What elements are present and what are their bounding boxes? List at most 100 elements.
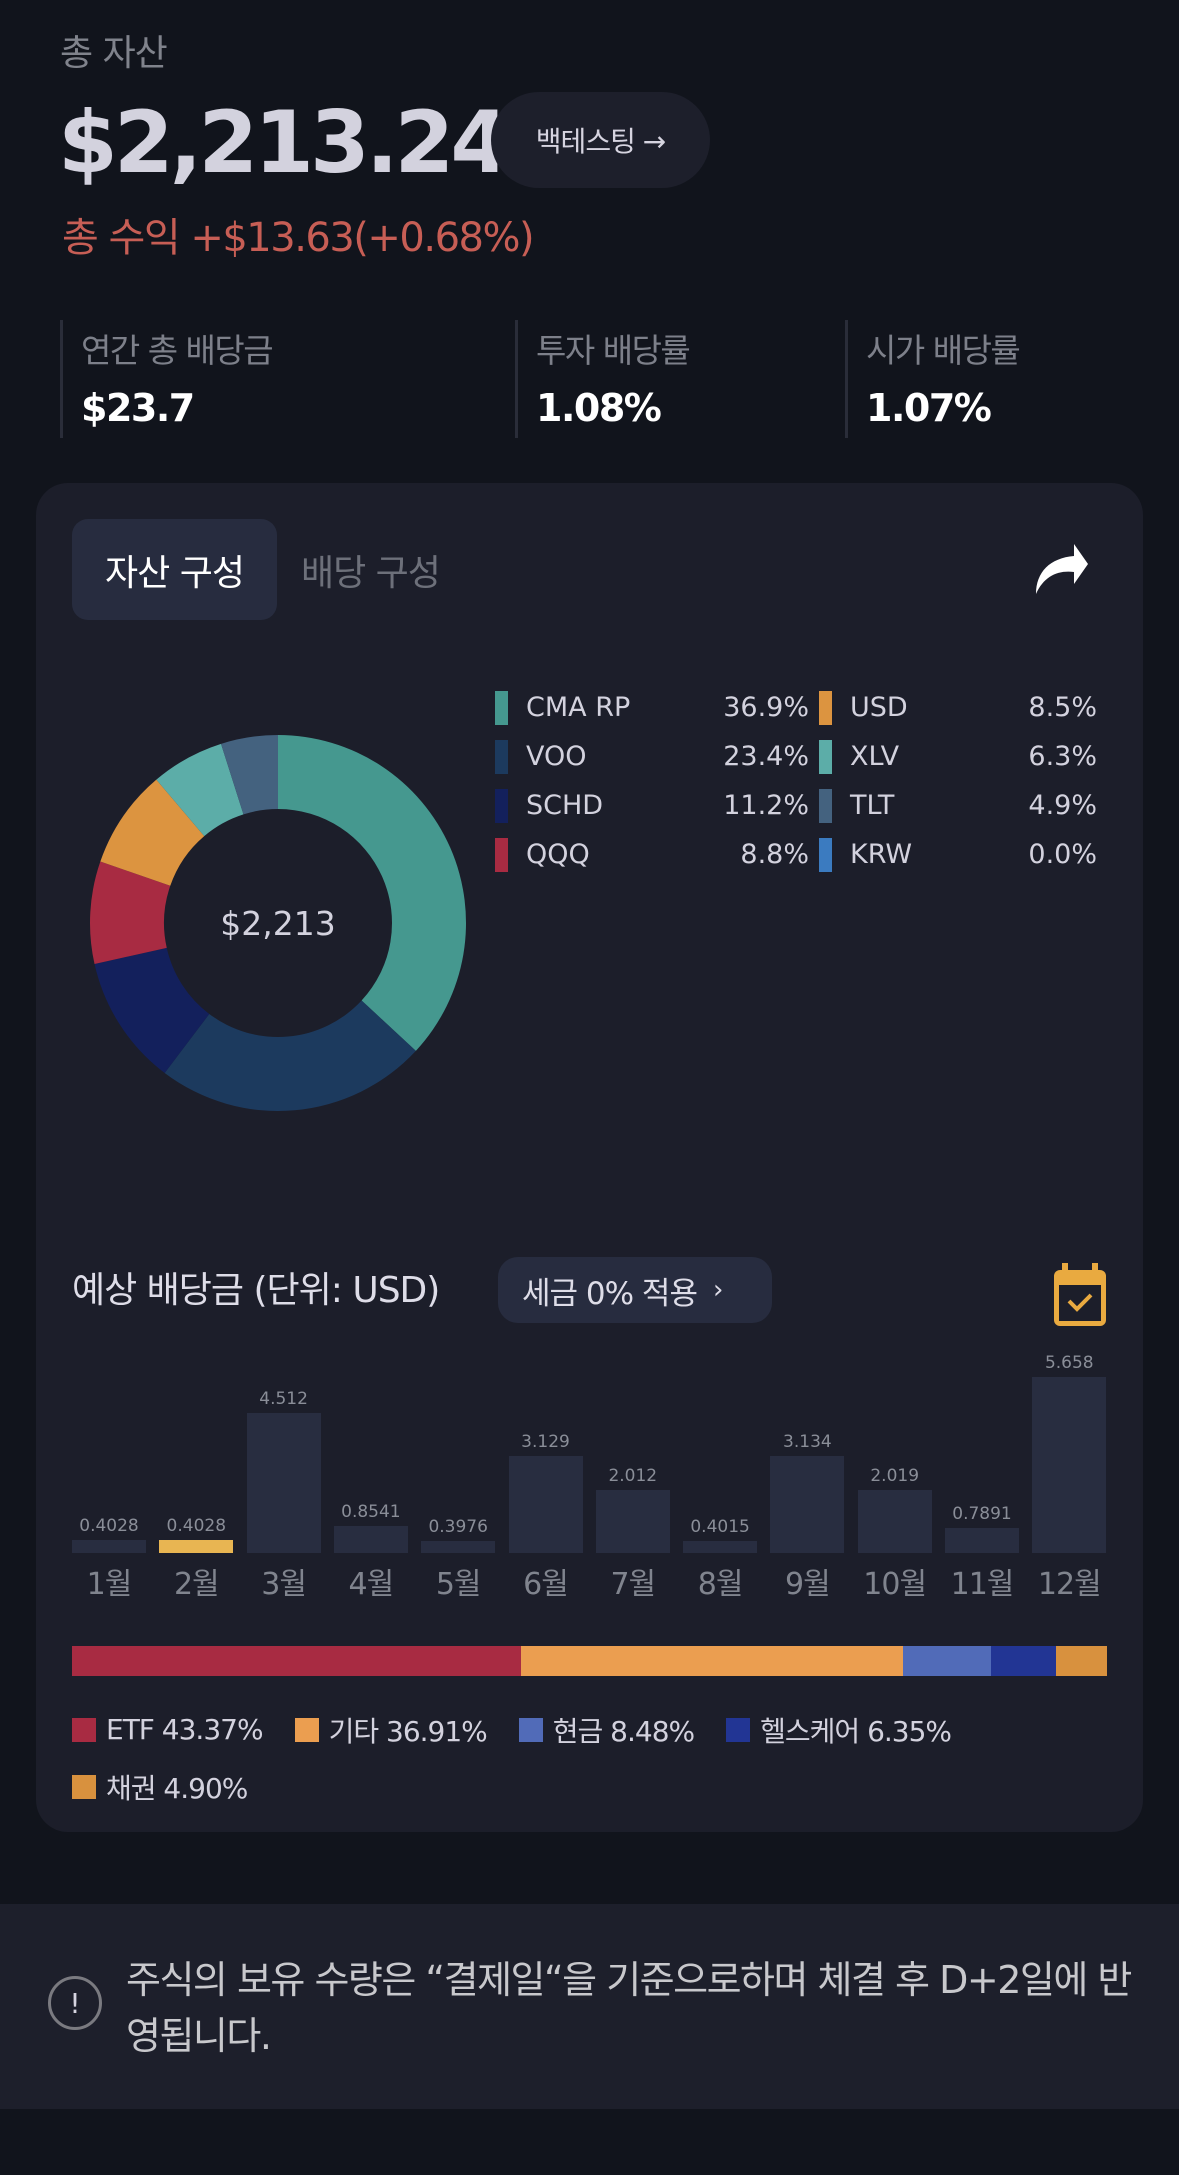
- legend-swatch: [819, 690, 832, 725]
- stack-segment: [520, 1646, 903, 1676]
- legend-swatch: [72, 1774, 96, 1799]
- bar-column[interactable]: 0.4028: [72, 1516, 146, 1553]
- portfolio-card: 자산 구성 배당 구성 $2,213 CMA RP 36.9% VOO 23.4…: [36, 483, 1143, 1832]
- category-legend: ETF 43.37% 기타 36.91% 현금 8.48% 헬스케어 6.35%…: [72, 1701, 1122, 1815]
- legend-name: CMA RP: [526, 692, 631, 723]
- donut-slice: [221, 735, 278, 815]
- legend-percent: 11.2%: [723, 790, 809, 821]
- stat-value: $23.7: [81, 386, 195, 430]
- bar-column[interactable]: 0.3976: [421, 1517, 496, 1553]
- bar: [159, 1540, 234, 1553]
- stat-label: 투자 배당률: [536, 331, 691, 370]
- bar-value-label: 4.512: [259, 1388, 308, 1409]
- bar-value-label: 2.012: [608, 1466, 658, 1487]
- bar: [72, 1540, 146, 1553]
- legend-swatch: [495, 788, 508, 823]
- bar-value-label: 0.8541: [341, 1502, 401, 1523]
- bar-column[interactable]: 2.019: [857, 1466, 932, 1553]
- category-legend-item: 헬스케어 6.35%: [726, 1701, 952, 1758]
- donut-slice: [90, 861, 171, 965]
- legend-name: KRW: [850, 839, 913, 870]
- bar-column[interactable]: 0.4028: [159, 1516, 234, 1553]
- legend-name: QQQ: [526, 839, 590, 870]
- legend-swatch: [726, 1717, 751, 1742]
- bar: [595, 1490, 670, 1553]
- total-profit: 총 수익 +$13.63(+0.68%): [62, 215, 535, 261]
- bar-column[interactable]: 3.134: [770, 1432, 845, 1553]
- donut-slice: [94, 947, 210, 1073]
- stack-segment: [72, 1646, 521, 1676]
- notice-text: 주식의 보유 수량은 “결제일“을 기준으로하며 체결 후 D+2일에 반영됩니…: [126, 1958, 1132, 2058]
- bar-column[interactable]: 0.4015: [683, 1517, 758, 1553]
- stat-label: 연간 총 배당금: [81, 331, 274, 370]
- bar-column[interactable]: 0.7891: [945, 1504, 1019, 1553]
- bar-value-label: 3.129: [521, 1431, 570, 1452]
- bar-value-label: 2.019: [870, 1466, 920, 1487]
- bar-value-label: 0.3976: [428, 1516, 488, 1537]
- stat-value: 1.07%: [866, 386, 992, 430]
- tax-rate-button[interactable]: 세금 0% 적용 ›: [498, 1257, 772, 1323]
- legend-item: CMA RP 36.9%: [495, 683, 809, 732]
- stat-market-yield: 시가 배당률 1.07%: [845, 320, 1145, 438]
- category-label: 헬스케어 6.35%: [760, 1714, 952, 1748]
- legend-percent: 4.9%: [1028, 790, 1097, 821]
- calendar-check-icon[interactable]: [1052, 1263, 1108, 1327]
- category-label: ETF 43.37%: [106, 1713, 264, 1746]
- bar: [945, 1528, 1019, 1553]
- category-legend-item: 채권 4.90%: [72, 1758, 248, 1815]
- bar-value-label: 0.4028: [79, 1516, 139, 1537]
- category-label: 채권 4.90%: [106, 1771, 248, 1805]
- bar-value-label: 0.7891: [952, 1504, 1012, 1525]
- month-label: 3월: [261, 1567, 307, 1602]
- bar: [508, 1455, 583, 1553]
- bar-value-label: 0.4028: [166, 1516, 227, 1537]
- legend-item: QQQ 8.8%: [495, 830, 809, 879]
- donut-center-total: $2,213: [220, 903, 336, 943]
- bar: [683, 1540, 758, 1553]
- stat-annual-dividend: 연간 총 배당금 $23.7: [60, 320, 490, 438]
- month-label: 8월: [697, 1567, 744, 1602]
- total-assets-label: 총 자산: [60, 33, 168, 74]
- bar-column[interactable]: 0.8541: [333, 1502, 408, 1553]
- legend-name: SCHD: [526, 790, 604, 821]
- bar: [421, 1540, 496, 1553]
- legend-item: SCHD 11.2%: [495, 781, 809, 830]
- legend-name: VOO: [526, 741, 587, 772]
- share-icon[interactable]: [1022, 538, 1092, 602]
- month-label: 4월: [348, 1567, 395, 1602]
- legend-swatch: [294, 1717, 319, 1742]
- legend-name: TLT: [850, 790, 895, 821]
- bar-column[interactable]: 3.129: [508, 1432, 583, 1553]
- settlement-notice: ! 주식의 보유 수량은 “결제일“을 기준으로하며 체결 후 D+2일에 반영…: [0, 1904, 1179, 2109]
- legend-swatch: [819, 837, 832, 872]
- tax-rate-label: 세금 0% 적용: [522, 1275, 698, 1312]
- month-label: 2월: [173, 1567, 220, 1602]
- stack-segment: [1056, 1646, 1107, 1676]
- legend-percent: 23.4%: [723, 741, 809, 772]
- legend-item: USD 8.5%: [819, 683, 1097, 732]
- month-label: 5월: [435, 1567, 482, 1602]
- month-label: 9월: [785, 1567, 831, 1602]
- asset-donut-chart: [90, 735, 466, 1111]
- month-label: 1월: [86, 1567, 133, 1602]
- month-label: 12월: [1037, 1567, 1102, 1602]
- monthly-dividend-bar-chart: 0.4028 1월 0.4028 2월 4.512 3월 0.8541 4월 0.3976 5월 3…: [72, 1343, 1107, 1603]
- legend-item: KRW 0.0%: [819, 830, 1097, 879]
- stat-value: 1.08%: [536, 386, 662, 430]
- legend-name: USD: [850, 692, 908, 723]
- donut-slice: [278, 735, 466, 1051]
- total-assets-value: $2,213.24: [58, 93, 510, 193]
- bar-column[interactable]: 2.012: [595, 1466, 670, 1553]
- bar-value-label: 3.134: [783, 1431, 832, 1452]
- legend-name: XLV: [850, 741, 900, 772]
- exclamation-circle-icon: !: [48, 1976, 102, 2030]
- bar-column[interactable]: 4.512: [246, 1389, 321, 1553]
- backtest-button[interactable]: 백테스팅 →: [491, 92, 710, 188]
- tab-dividend-composition[interactable]: 배당 구성: [301, 552, 441, 594]
- bar-value-label: 0.4015: [690, 1516, 750, 1537]
- stat-investment-yield: 투자 배당률 1.08%: [515, 320, 815, 438]
- tab-asset-composition[interactable]: 자산 구성: [72, 519, 277, 620]
- legend-swatch: [495, 739, 508, 774]
- holdings-legend-left: CMA RP 36.9% VOO 23.4% SCHD 11.2% QQQ 8.…: [495, 683, 809, 879]
- bar-column[interactable]: 5.658: [1032, 1353, 1107, 1553]
